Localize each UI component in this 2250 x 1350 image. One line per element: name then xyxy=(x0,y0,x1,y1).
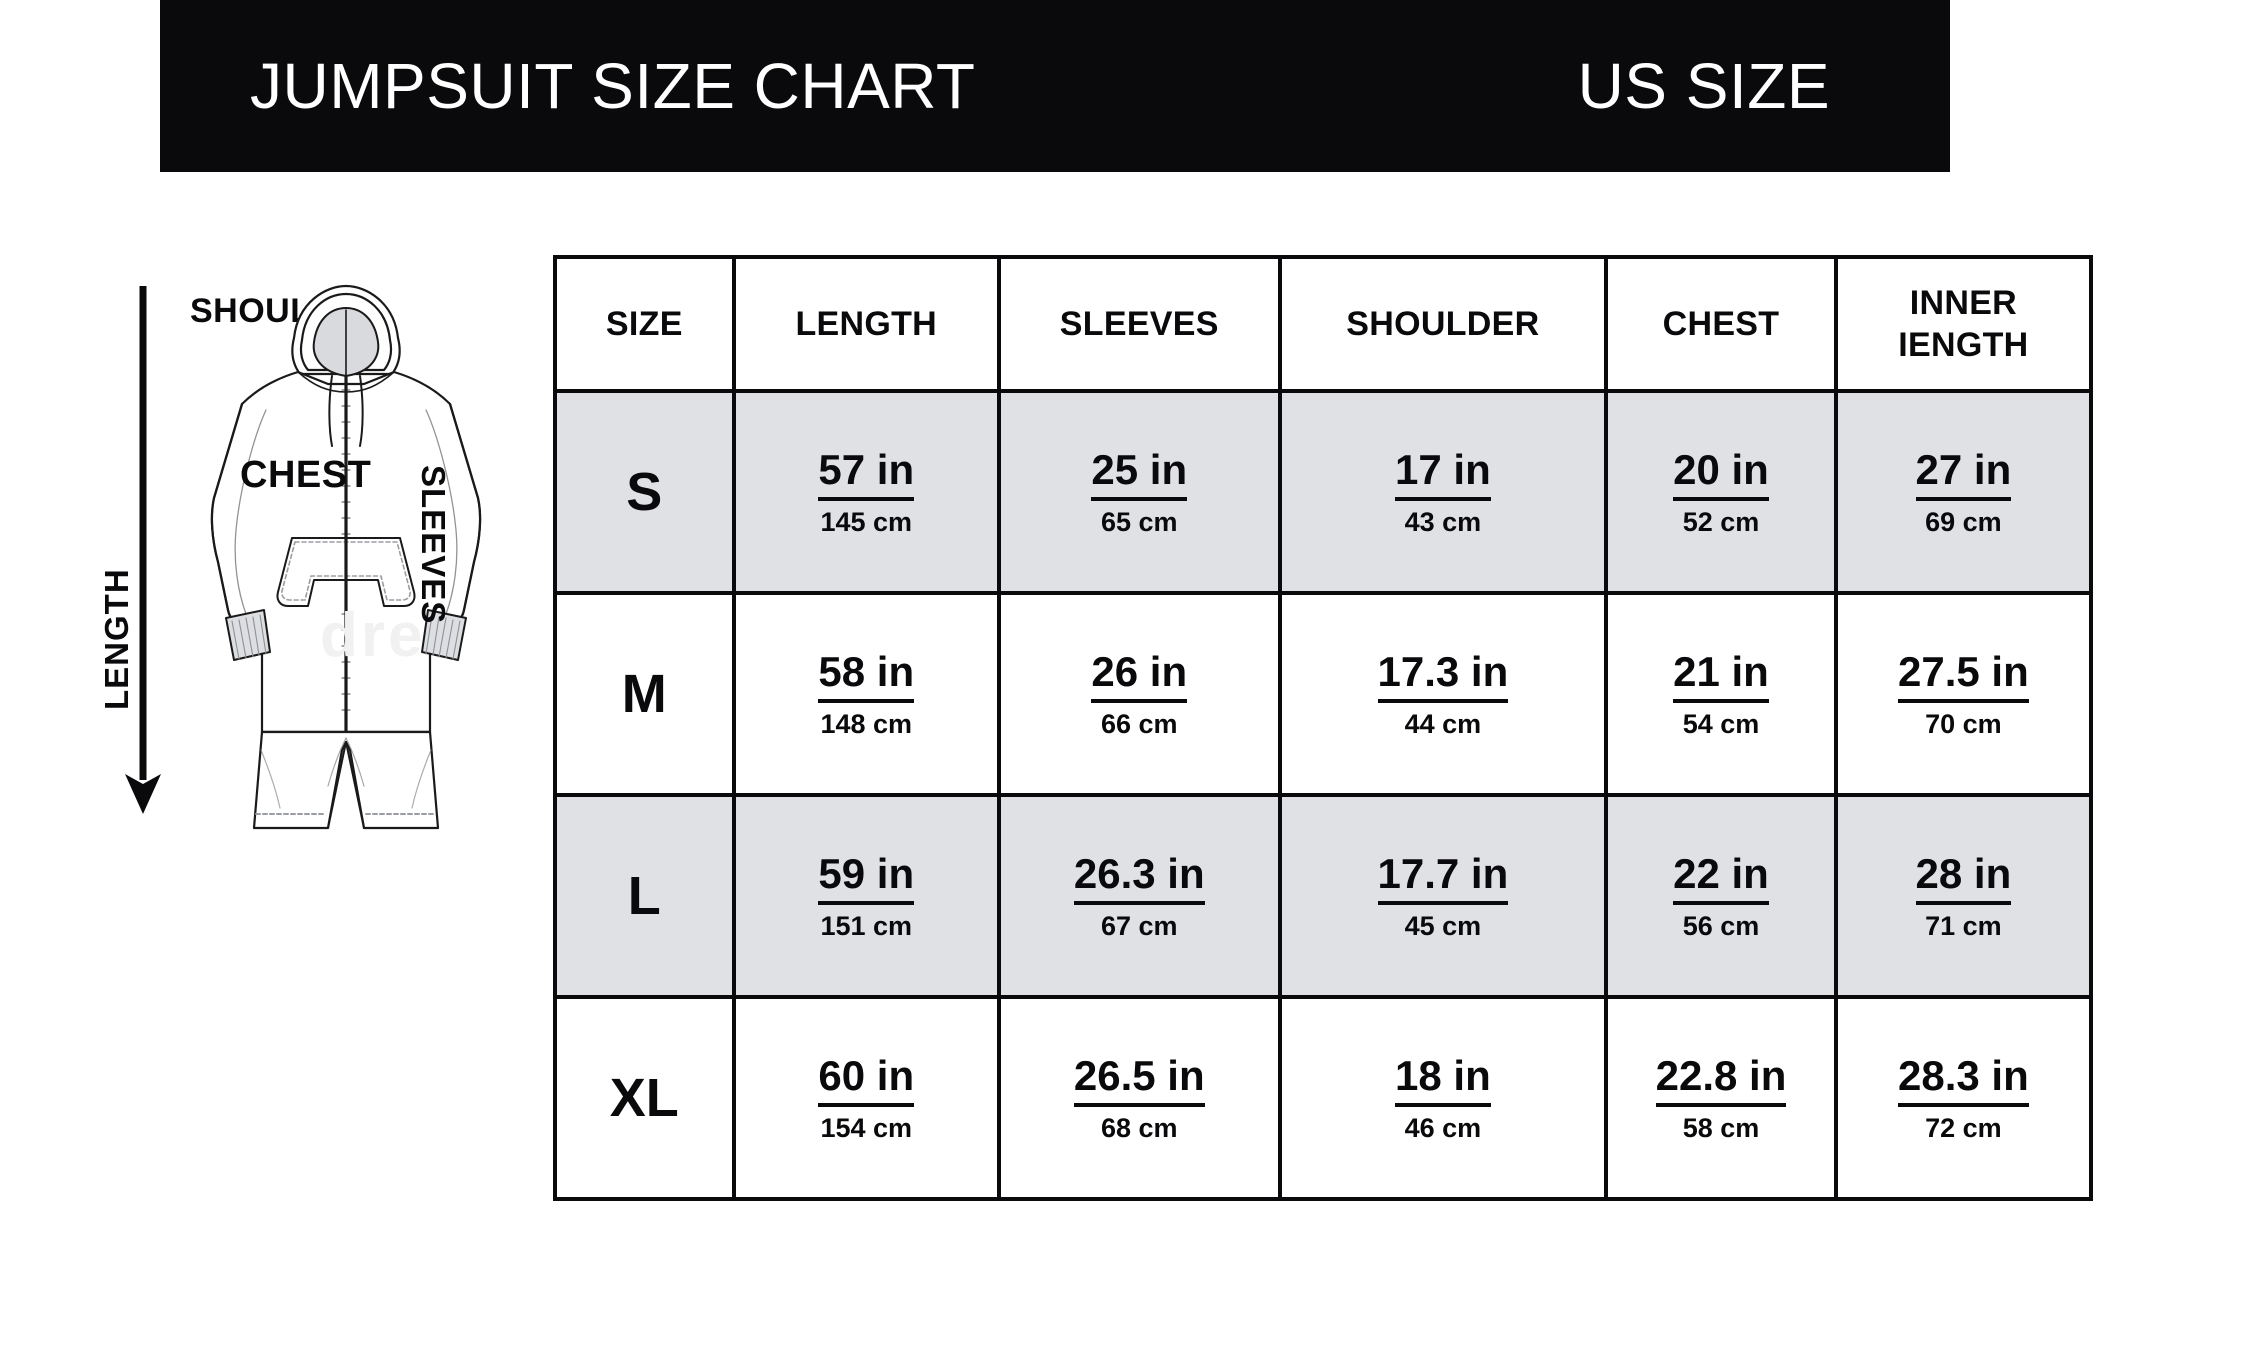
col-header-inner-length: INNER IENGTH xyxy=(1833,255,2094,393)
value-inches: 27.5 in xyxy=(1898,650,2029,703)
size-table: SIZE LENGTH SLEEVES SHOULDER CHEST INNER… xyxy=(553,255,2094,1201)
value-inches: 59 in xyxy=(818,852,915,905)
value-inches: 20 in xyxy=(1673,448,1769,501)
cell-chest: 22.8 in 58 cm xyxy=(1604,995,1838,1201)
col-header-inner-length-line1: INNER xyxy=(1909,283,2018,322)
table-row: M 58 in 148 cm 26 in 66 cm 17.3 in 44 cm… xyxy=(553,591,2094,797)
value-inches: 18 in xyxy=(1395,1054,1491,1107)
length-arrow-icon xyxy=(125,286,161,814)
value-cm: 45 cm xyxy=(1404,910,1482,941)
value-inches: 25 in xyxy=(1091,448,1188,501)
col-header-shoulder: SHOULDER xyxy=(1277,255,1609,393)
value-inches: 57 in xyxy=(818,448,915,501)
table-row: L 59 in 151 cm 26.3 in 67 cm 17.7 in 45 … xyxy=(553,793,2094,999)
cell-inner-length: 28.3 in 72 cm xyxy=(1833,995,2094,1201)
col-header-size: SIZE xyxy=(553,255,736,393)
value-inches: 58 in xyxy=(818,650,915,703)
value-inches: 17.7 in xyxy=(1377,852,1509,905)
jumpsuit-illustration-panel: SHOULDER CHEST SLEEVES LENGTH dre xyxy=(70,280,540,1140)
value-cm: 72 cm xyxy=(1925,1112,2002,1143)
value-inches: 28.3 in xyxy=(1898,1054,2029,1107)
us-size-label: US SIZE xyxy=(1577,50,1830,122)
value-cm: 154 cm xyxy=(820,1112,913,1143)
size-table-container: SIZE LENGTH SLEEVES SHOULDER CHEST INNER… xyxy=(553,255,2094,1201)
cell-chest: 22 in 56 cm xyxy=(1604,793,1838,999)
col-header-chest: CHEST xyxy=(1604,255,1838,393)
value-cm: 151 cm xyxy=(820,910,913,941)
value-inches: 26.3 in xyxy=(1073,852,1205,905)
cell-size: M xyxy=(553,591,736,797)
value-cm: 58 cm xyxy=(1682,1112,1760,1143)
value-inches: 60 in xyxy=(818,1054,915,1107)
value-cm: 56 cm xyxy=(1682,910,1760,941)
col-header-length: LENGTH xyxy=(731,255,1001,393)
cell-size: L xyxy=(553,793,736,999)
cell-inner-length: 28 in 71 cm xyxy=(1833,793,2094,999)
cell-sleeves: 26.5 in 68 cm xyxy=(996,995,1282,1201)
value-cm: 66 cm xyxy=(1100,708,1178,739)
cell-shoulder: 17.7 in 45 cm xyxy=(1277,793,1609,999)
value-cm: 69 cm xyxy=(1925,506,2002,537)
value-cm: 67 cm xyxy=(1100,910,1178,941)
value-cm: 145 cm xyxy=(820,506,913,537)
cell-length: 60 in 154 cm xyxy=(731,995,1001,1201)
cell-chest: 20 in 52 cm xyxy=(1604,389,1838,595)
col-header-inner-length-line2: IENGTH xyxy=(1898,326,2029,364)
chest-measure-label: CHEST xyxy=(240,454,372,496)
value-cm: 46 cm xyxy=(1404,1112,1482,1143)
cell-shoulder: 18 in 46 cm xyxy=(1277,995,1609,1201)
header-band: JUMPSUIT SIZE CHART US SIZE xyxy=(160,0,1950,172)
cell-inner-length: 27.5 in 70 cm xyxy=(1833,591,2094,797)
cell-length: 58 in 148 cm xyxy=(731,591,1001,797)
cell-inner-length: 27 in 69 cm xyxy=(1833,389,2094,595)
page-title: JUMPSUIT SIZE CHART xyxy=(250,50,976,122)
cell-size: S xyxy=(553,389,736,595)
value-inches: 26.5 in xyxy=(1073,1054,1205,1107)
cell-size: XL xyxy=(553,995,736,1201)
value-inches: 17.3 in xyxy=(1377,650,1509,703)
cell-sleeves: 25 in 65 cm xyxy=(996,389,1282,595)
table-row: XL 60 in 154 cm 26.5 in 68 cm 18 in 46 c… xyxy=(553,995,2094,1201)
cell-shoulder: 17 in 43 cm xyxy=(1277,389,1609,595)
value-inches: 26 in xyxy=(1091,650,1188,703)
value-cm: 68 cm xyxy=(1100,1112,1178,1143)
cell-shoulder: 17.3 in 44 cm xyxy=(1277,591,1609,797)
cell-chest: 21 in 54 cm xyxy=(1604,591,1838,797)
cell-sleeves: 26.3 in 67 cm xyxy=(996,793,1282,999)
table-header-row: SIZE LENGTH SLEEVES SHOULDER CHEST INNER… xyxy=(553,255,2094,393)
value-inches: 21 in xyxy=(1673,650,1769,703)
value-cm: 52 cm xyxy=(1682,506,1760,537)
value-inches: 27 in xyxy=(1915,448,2012,501)
jumpsuit-figure-icon xyxy=(210,284,482,830)
cell-length: 57 in 145 cm xyxy=(731,389,1001,595)
value-cm: 44 cm xyxy=(1404,708,1482,739)
value-inches: 28 in xyxy=(1915,852,2012,905)
value-cm: 54 cm xyxy=(1682,708,1760,739)
table-row: S 57 in 145 cm 25 in 65 cm 17 in 43 cm 2… xyxy=(553,389,2094,595)
value-inches: 22 in xyxy=(1673,852,1769,905)
value-inches: 17 in xyxy=(1395,448,1491,501)
length-measure-label: LENGTH xyxy=(98,568,135,710)
value-cm: 43 cm xyxy=(1404,506,1482,537)
sleeves-measure-label: SLEEVES xyxy=(415,465,452,625)
col-header-sleeves: SLEEVES xyxy=(996,255,1282,393)
value-cm: 71 cm xyxy=(1925,910,2002,941)
value-cm: 70 cm xyxy=(1925,708,2002,739)
cell-sleeves: 26 in 66 cm xyxy=(996,591,1282,797)
value-inches: 22.8 in xyxy=(1655,1054,1787,1107)
value-cm: 148 cm xyxy=(820,708,913,739)
cell-length: 59 in 151 cm xyxy=(731,793,1001,999)
value-cm: 65 cm xyxy=(1100,506,1178,537)
